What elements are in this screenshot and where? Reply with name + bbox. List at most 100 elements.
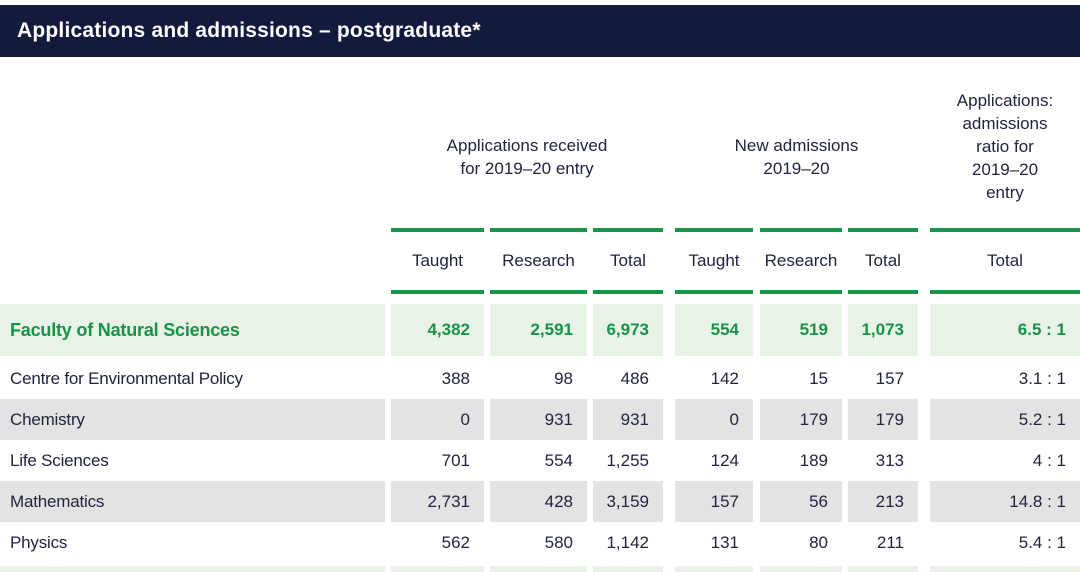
cell-value: 562 — [441, 532, 470, 552]
cell-value: 519 — [760, 304, 842, 356]
cell-value: 1,142 — [606, 532, 649, 552]
cell-sliver — [391, 566, 484, 572]
rule-segment — [930, 228, 1080, 232]
cell-value: 6,973 — [593, 304, 663, 356]
row-label: Mathematics — [0, 481, 385, 522]
cell-value: 15 — [809, 368, 828, 388]
table-row-chemistry: Chemistry 0 931 931 0 179 179 5.2 : 1 — [0, 399, 1080, 440]
sub-header-empty — [0, 232, 385, 290]
cell-sliver — [593, 566, 663, 572]
table-title-bar: Applications and admissions – postgradua… — [0, 5, 1080, 57]
cell-value: 4,382 — [391, 304, 484, 356]
rule-segment — [490, 290, 587, 294]
cell-sliver — [490, 566, 587, 572]
cell-value: 0 — [675, 399, 753, 440]
cell-value: 0 — [391, 399, 484, 440]
cell-value: 56 — [760, 481, 842, 522]
cell-value: 701 — [441, 450, 470, 470]
rule-segment — [391, 228, 484, 232]
cell-value: 124 — [710, 450, 739, 470]
table-row-centre-for-environmental-policy: Centre for Environmental Policy 388 98 4… — [0, 358, 1080, 399]
column-header-research: Research — [764, 251, 838, 270]
rule-segment — [848, 228, 918, 232]
column-header-total: Total — [610, 251, 646, 270]
table-row-mathematics: Mathematics 2,731 428 3,159 157 56 213 1… — [0, 481, 1080, 522]
cell-value: 313 — [875, 450, 904, 470]
cell-value: 98 — [554, 368, 573, 388]
column-group-header-row: Applications received for 2019–20 entry … — [0, 88, 1080, 228]
cell-value: 189 — [799, 450, 828, 470]
cell-value: 211 — [876, 532, 904, 552]
cell-value: 580 — [544, 532, 573, 552]
rule-segment — [760, 290, 842, 294]
table-title: Applications and admissions – postgradua… — [17, 19, 481, 42]
rule-segment — [848, 290, 918, 294]
column-header-total: Total — [987, 251, 1023, 270]
rule-segment — [0, 290, 385, 294]
rule-segment — [593, 228, 663, 232]
group-header-gap — [663, 88, 675, 228]
cell-value: 157 — [675, 481, 753, 522]
cell-value: 2,591 — [490, 304, 587, 356]
cell-value: 5.2 : 1 — [930, 399, 1080, 440]
group-header-ratio: Applications: admissions ratio for 2019–… — [930, 88, 1080, 228]
rule-segment — [930, 290, 1080, 294]
cell-value: 4 : 1 — [1032, 450, 1066, 470]
group-header-label: Applications received for 2019–20 entry — [446, 136, 608, 178]
group-header-label: New admissions 2019–20 — [734, 136, 859, 178]
cell-value: 157 — [875, 368, 904, 388]
column-header-total: Total — [865, 251, 901, 270]
rule-segment — [675, 228, 753, 232]
column-header-research: Research — [502, 251, 575, 270]
cell-value: 486 — [620, 368, 649, 388]
table-row-faculty-of-natural-sciences: Faculty of Natural Sciences 4,382 2,591 … — [0, 304, 1080, 356]
cell-sliver — [930, 566, 1080, 572]
cell-value: 3.1 : 1 — [1018, 368, 1066, 388]
table-row-physics: Physics 562 580 1,142 131 80 211 5.4 : 1 — [0, 522, 1080, 563]
cell-sliver — [760, 566, 842, 572]
row-label: Life Sciences — [10, 450, 109, 470]
cell-value: 5.4 : 1 — [1018, 532, 1066, 552]
row-label: Centre for Environmental Policy — [10, 368, 243, 388]
cell-value: 931 — [593, 399, 663, 440]
cell-value: 1,073 — [848, 304, 918, 356]
rule-segment — [593, 290, 663, 294]
cell-value: 179 — [848, 399, 918, 440]
cell-value: 6.5 : 1 — [930, 304, 1080, 356]
cell-value: 1,255 — [606, 450, 649, 470]
table-row-clipped — [0, 566, 1080, 572]
header-body-gap — [0, 294, 1080, 304]
cell-value: 428 — [490, 481, 587, 522]
rule-segment — [675, 290, 753, 294]
cell-sliver — [675, 566, 753, 572]
cell-value: 2,731 — [391, 481, 484, 522]
column-header-taught: Taught — [411, 251, 464, 270]
group-header-label: Applications: admissions ratio for 2019–… — [956, 91, 1054, 202]
sub-header-row: Taught Research Total Taught Research To… — [0, 232, 1080, 290]
rule-segment — [391, 290, 484, 294]
sub-header-underline — [0, 290, 1080, 294]
row-label: Faculty of Natural Sciences — [0, 304, 385, 356]
rule-segment — [760, 228, 842, 232]
cell-value: 142 — [710, 368, 739, 388]
cell-value: 931 — [490, 399, 587, 440]
table-row-life-sciences: Life Sciences 701 554 1,255 124 189 313 … — [0, 440, 1080, 481]
column-header-taught: Taught — [688, 251, 740, 270]
cell-value: 131 — [710, 532, 739, 552]
group-header-new-admissions: New admissions 2019–20 — [675, 88, 918, 228]
cell-sliver — [848, 566, 918, 572]
cell-value: 388 — [441, 368, 470, 388]
cell-value: 554 — [675, 304, 753, 356]
cell-sliver — [0, 566, 385, 572]
group-header-applications-received: Applications received for 2019–20 entry — [391, 88, 663, 228]
cell-value: 554 — [544, 450, 573, 470]
row-label: Physics — [10, 532, 68, 552]
cell-value: 3,159 — [593, 481, 663, 522]
group-header-gap — [918, 88, 930, 228]
cell-value: 213 — [848, 481, 918, 522]
cell-value: 80 — [809, 532, 828, 552]
cell-value: 14.8 : 1 — [930, 481, 1080, 522]
cell-value: 179 — [760, 399, 842, 440]
rule-segment — [490, 228, 587, 232]
